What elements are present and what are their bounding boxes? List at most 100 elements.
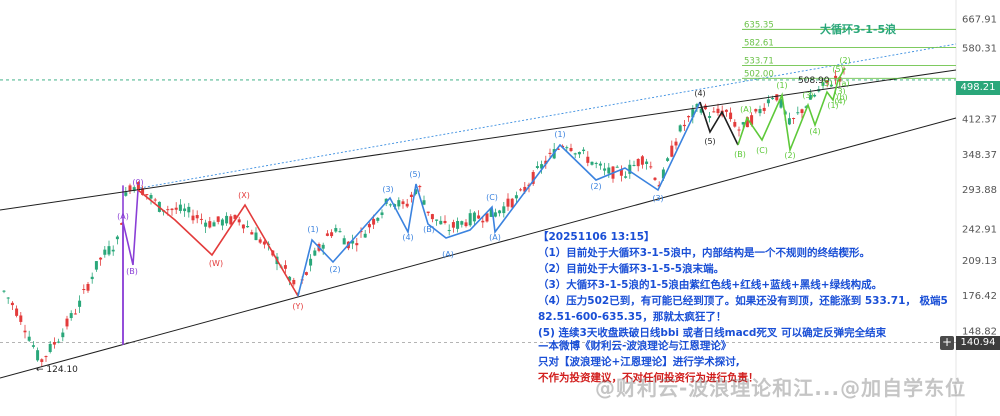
candle-body <box>27 336 31 341</box>
wave-label: (2) <box>839 56 850 65</box>
candle-body <box>670 145 674 157</box>
candle-body <box>800 109 804 114</box>
candle-body <box>443 220 447 224</box>
candle-body <box>594 162 598 164</box>
wave-blue <box>297 101 701 297</box>
wave-purple <box>122 189 139 345</box>
add-alert-button[interactable]: + <box>940 335 954 350</box>
candle-body <box>653 177 657 180</box>
candle-body <box>565 147 569 149</box>
wave-label: (2) <box>590 182 601 191</box>
candle-body <box>409 194 413 198</box>
low-label: ← 124.10 <box>36 365 78 375</box>
wedge-lower-line <box>0 117 957 379</box>
candle-body <box>834 75 838 79</box>
candle-body <box>178 204 182 211</box>
candle-body <box>48 343 52 352</box>
watermark: @财利云-波浪理论和江...@加自学东位 <box>595 376 967 400</box>
candle-body <box>367 224 371 228</box>
candle-body <box>418 186 422 188</box>
y-tick-label: 293.88 <box>962 185 997 196</box>
wave-black <box>699 101 739 146</box>
candle-body <box>808 94 812 100</box>
candle-body <box>750 115 754 125</box>
candle-body <box>15 308 19 316</box>
candle-body <box>586 156 590 163</box>
candle-body <box>666 158 670 161</box>
annotation-line: 82.51-600-635.35，那就太疯狂了！ <box>538 311 727 323</box>
candle-body <box>174 207 178 210</box>
candle-body <box>430 214 434 220</box>
disclaimer: —本微博《财利云-波浪理论与江恩理论》 只对【波浪理论+江恩理论】进行学术探讨,… <box>538 338 759 386</box>
candle-body <box>771 98 775 100</box>
candle-body <box>624 176 628 178</box>
candle-body <box>78 300 82 307</box>
candle-body <box>724 109 728 112</box>
annotation-line: （3）大循环3-1-5浪的1-5浪由紫红色线+红线+蓝线+黑线+绿线构成。 <box>538 279 883 291</box>
candle-body <box>481 220 485 223</box>
candle-body <box>645 161 649 164</box>
candle-body <box>741 122 745 125</box>
candle-body <box>422 200 426 205</box>
candle-body <box>695 104 699 108</box>
candle-body <box>502 206 506 214</box>
disclaimer-line: 只对【波浪理论+江恩理论】进行学术探讨, <box>538 356 740 368</box>
wave-label: (2) <box>329 265 340 274</box>
candle-body <box>82 289 86 291</box>
y-tick-label: 176.42 <box>962 291 997 302</box>
candle-body <box>535 166 539 168</box>
wave-label: (B) <box>126 267 138 276</box>
wave-label: (A) <box>740 105 752 114</box>
candle-body <box>460 221 464 225</box>
candle-body <box>61 332 65 338</box>
candle-body <box>355 243 359 246</box>
wave-label: (4) <box>834 97 845 106</box>
candle-body <box>187 206 191 213</box>
wave-label: (1) <box>307 225 318 234</box>
annotation-timestamp: 【20251106 13:15】 <box>538 231 655 243</box>
candle-body <box>628 164 632 174</box>
candle-body <box>250 232 254 235</box>
candle-body <box>472 212 476 222</box>
candle-body <box>103 249 107 255</box>
disclaimer-line: —本微博《财利云-波浪理论与江恩理论》 <box>538 340 732 352</box>
y-tick-label: 209.13 <box>962 256 997 267</box>
candle-body <box>136 182 140 191</box>
wave-label: (B) <box>423 225 435 234</box>
candle-body <box>128 185 132 191</box>
candle-body <box>288 276 292 281</box>
candle-body <box>220 219 224 226</box>
candle-body <box>372 218 376 225</box>
candle-body <box>603 168 607 171</box>
candle-body <box>36 350 40 361</box>
candle-body <box>199 218 203 220</box>
candle-body <box>321 244 325 249</box>
wave-label: (A) <box>489 233 501 242</box>
candle-body <box>775 94 779 101</box>
cursor-price-tag: 140.94 <box>956 336 1000 350</box>
candle-body <box>57 341 61 343</box>
peak-label: 508.90 <box>798 76 830 86</box>
candle-body <box>153 199 157 201</box>
candle-body <box>640 156 644 165</box>
candle-body <box>649 166 653 168</box>
candle-body <box>762 107 766 111</box>
candle-body <box>195 215 199 219</box>
candle-body <box>19 315 23 322</box>
wave-label: (W) <box>209 259 223 268</box>
candle-body <box>115 236 119 240</box>
annotation-line: （4）压力502已到，有可能已经到顶了。如果还没有到顶，还能涨到 533.71，… <box>538 295 948 307</box>
y-axis-background <box>956 0 1000 416</box>
candle-body <box>99 257 103 260</box>
candle-body <box>796 112 800 114</box>
candle-body <box>73 313 77 315</box>
candle-body <box>464 222 468 227</box>
candle-body <box>111 249 115 252</box>
candle-body <box>69 313 73 319</box>
wave-label: (1) <box>827 101 838 110</box>
candle-body <box>451 222 455 228</box>
wave-label: (3) <box>652 194 663 203</box>
candle-body <box>792 118 796 120</box>
